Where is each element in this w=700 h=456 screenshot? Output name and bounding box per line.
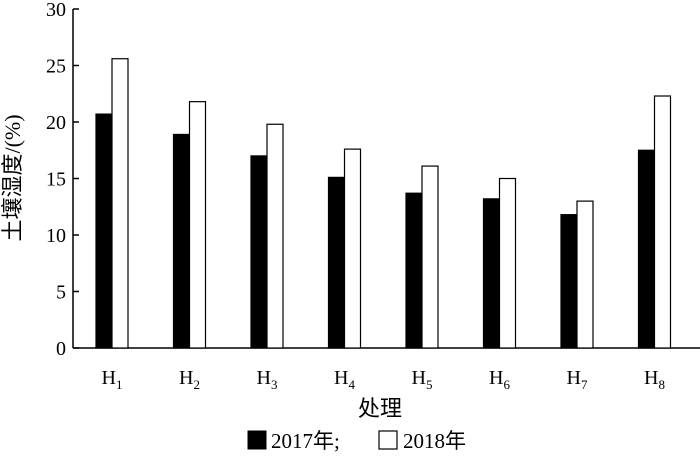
- legend-label-2017: 2017年;: [271, 429, 340, 453]
- x-tick-label: H1: [102, 367, 123, 392]
- y-axis: 0 5 10 15 20 25 30: [46, 0, 79, 360]
- bar-2017年-H3: [250, 155, 268, 349]
- bar-2018年-H6: [498, 177, 517, 349]
- x-tick-label: H6: [489, 367, 510, 392]
- y-tick-label: 15: [46, 169, 66, 191]
- bar-2018年-H1: [111, 58, 129, 349]
- bar-2017年-H4: [327, 176, 346, 349]
- x-tick-label: H3: [257, 367, 278, 392]
- bar-2018年-H7: [576, 200, 594, 349]
- bar-2017年-H8: [637, 149, 656, 349]
- x-tick-label: H2: [179, 367, 200, 392]
- y-axis-label: 土壤湿度/(%): [0, 114, 25, 241]
- bar-2018年-H8: [653, 95, 672, 349]
- x-axis-label: 处理: [358, 396, 402, 421]
- legend-swatch-2017: [247, 430, 267, 450]
- legend-label-2018: 2018年: [403, 429, 466, 453]
- bar-2017年-H2: [172, 133, 191, 349]
- bars: [95, 58, 672, 349]
- bar-2018年-H4: [343, 148, 362, 349]
- bar-2018年-H3: [266, 123, 284, 349]
- y-tick-label: 10: [46, 225, 66, 247]
- x-tick-label: H8: [644, 367, 665, 392]
- x-axis: H1 H2 H3 H4 H5 H6 H7 H8: [73, 347, 700, 392]
- y-tick-label: 30: [46, 0, 66, 21]
- y-tick-label: 0: [56, 338, 66, 360]
- bar-2017年-H5: [405, 192, 423, 349]
- bar-2018年-H2: [188, 101, 207, 349]
- bar-2018年-H5: [421, 165, 439, 349]
- bar-2017年-H6: [482, 198, 501, 349]
- bar-2017年-H7: [560, 214, 578, 349]
- x-tick-label: H4: [334, 367, 355, 392]
- legend-swatch-2018: [378, 430, 398, 450]
- legend: 2017年; 2018年: [247, 429, 466, 453]
- y-tick-label: 5: [56, 282, 66, 304]
- y-tick-label: 25: [46, 56, 66, 78]
- y-tick-label: 20: [46, 112, 66, 134]
- x-tick-label: H5: [412, 367, 433, 392]
- bar-2017年-H1: [95, 113, 113, 349]
- x-tick-label: H7: [567, 367, 588, 392]
